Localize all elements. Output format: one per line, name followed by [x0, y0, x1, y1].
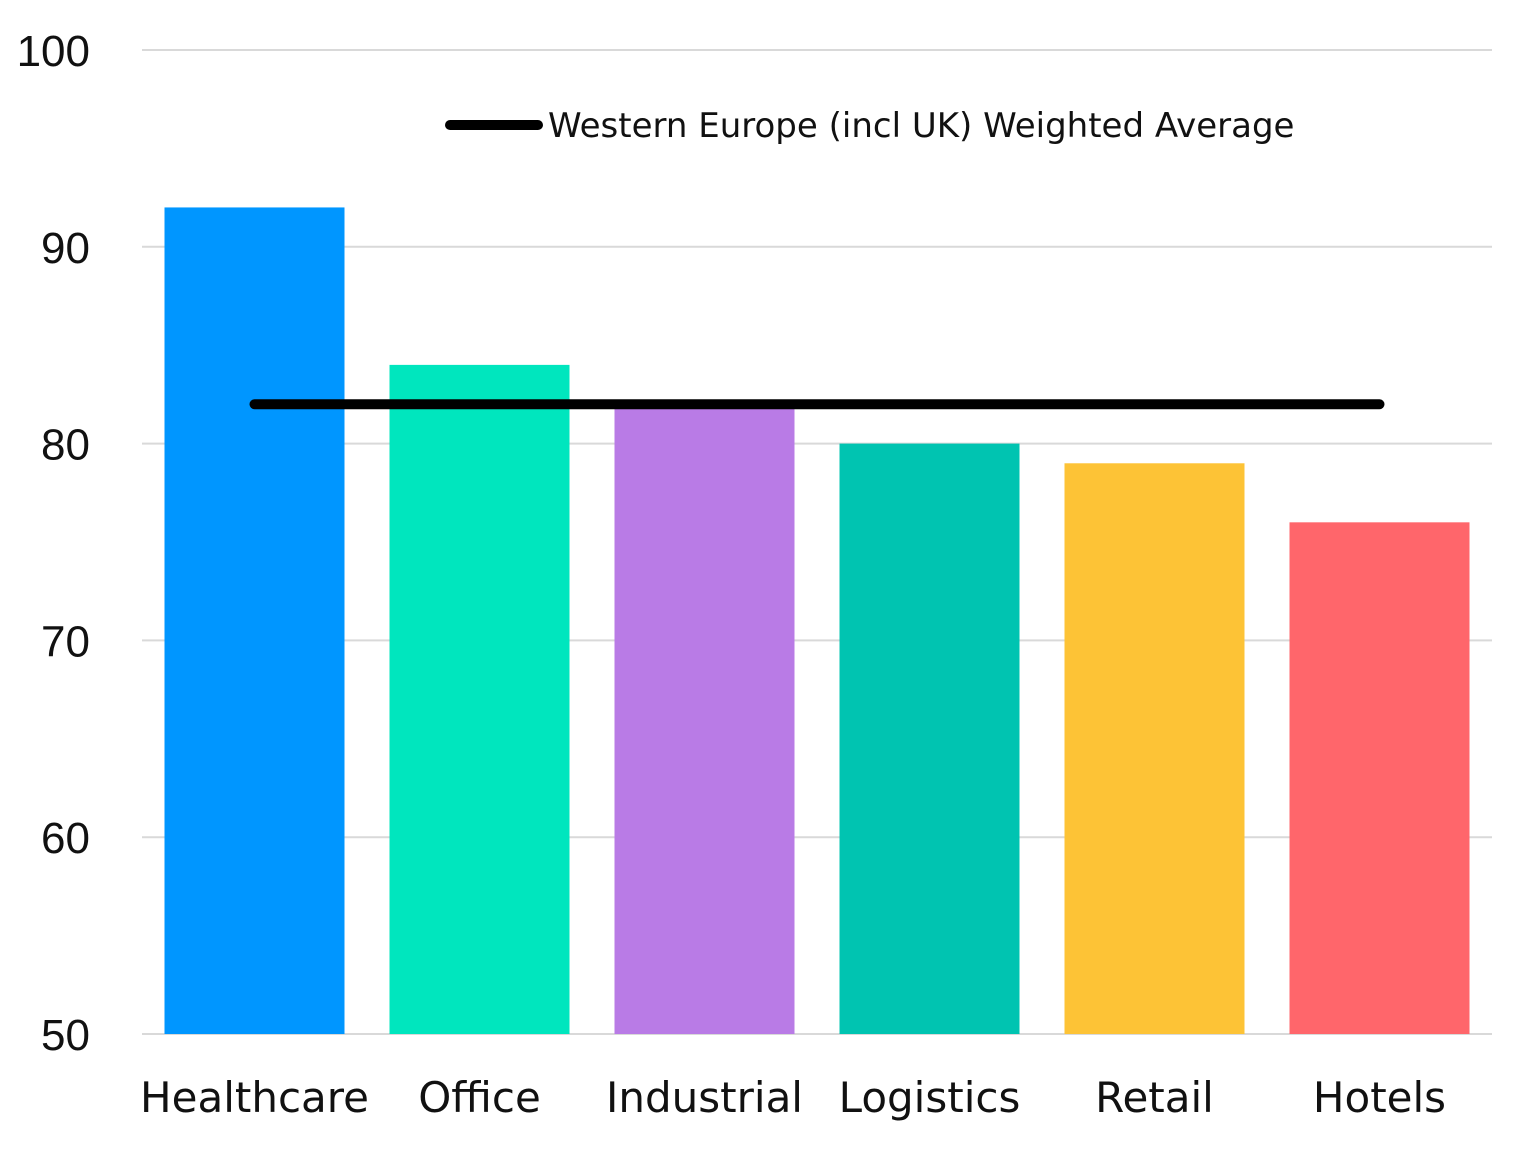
y-tick-label: 70: [41, 617, 90, 666]
legend: Western Europe (incl UK) Weighted Averag…: [445, 106, 1294, 146]
bar-retail: [1064, 463, 1245, 1034]
bar-industrial: [614, 404, 795, 1034]
y-tick-label: 50: [41, 1011, 90, 1060]
x-category-label: Hotels: [1313, 1073, 1446, 1122]
bar-logistics: [839, 443, 1020, 1035]
y-tick-label: 90: [41, 224, 90, 273]
x-axis-labels: Healthcare Office Industrial Logistics Retai…: [140, 1073, 1446, 1122]
x-category-label: Healthcare: [140, 1073, 369, 1122]
legend-label: Western Europe (incl UK) Weighted Averag…: [548, 106, 1294, 146]
y-tick-label: 60: [41, 814, 90, 863]
y-tick-label: 100: [17, 27, 90, 76]
bar-hotels: [1289, 522, 1470, 1034]
bar-office: [389, 364, 570, 1034]
bar-healthcare: [164, 207, 345, 1034]
gridlines: [142, 49, 1492, 1035]
x-category-label: Industrial: [606, 1073, 803, 1122]
bars: [164, 207, 1470, 1035]
y-tick-label: 80: [41, 421, 90, 470]
x-category-label: Retail: [1095, 1073, 1214, 1122]
x-category-label: Logistics: [839, 1073, 1021, 1122]
y-axis-ticks: 50 60 70 80 90 100: [17, 27, 90, 1060]
x-category-label: Office: [418, 1073, 541, 1122]
